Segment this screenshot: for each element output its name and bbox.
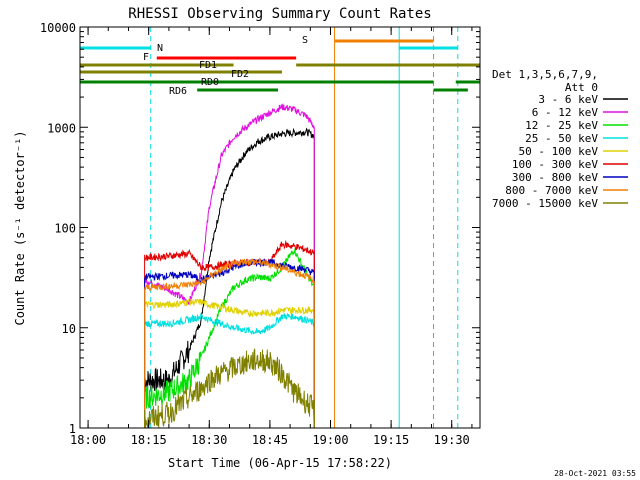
series-line-12-25keV — [144, 248, 315, 428]
legend-label-0: 3 - 6 keV — [538, 93, 598, 106]
y-axis: 1 10 100 1000 10000 — [40, 21, 480, 436]
x-axis-title: Start Time (06-Apr-15 17:58:22) — [168, 456, 392, 470]
legend-label-4: 50 - 100 keV — [519, 145, 599, 158]
legend-label-7: 800 - 7000 keV — [505, 184, 598, 197]
x-tick-label-2: 18:30 — [191, 433, 227, 447]
legend-label-3: 25 - 50 keV — [525, 132, 598, 145]
flag-label-rd0: RD0 — [201, 77, 219, 88]
series-line-800-7000keV — [144, 258, 315, 428]
x-axis: 18:00 18:15 18:30 18:45 19:00 19:15 19:30 — [70, 27, 473, 447]
x-tick-label-6: 19:30 — [434, 433, 470, 447]
legend-header-1: Att 0 — [565, 81, 598, 94]
legend-label-6: 300 - 800 keV — [512, 171, 598, 184]
footer-timestamp: 28-Oct-2021 03:55 — [554, 469, 636, 478]
y-tick-label-4: 10000 — [40, 21, 76, 35]
series-line-25-50keV — [144, 312, 315, 428]
plot-area: N S F FD1 FD2 RD0 RD6 — [79, 27, 480, 429]
legend-header-0: Det 1,3,5,6,7,9, — [492, 68, 598, 81]
x-tick-label-5: 19:15 — [373, 433, 409, 447]
series-line-300-800keV — [144, 258, 315, 428]
y-axis-title: Count Rate (s⁻¹ detector⁻¹) — [13, 130, 27, 325]
series-line-3-6keV — [144, 127, 315, 428]
x-tick-label-0: 18:00 — [70, 433, 106, 447]
x-tick-label-4: 19:00 — [312, 433, 348, 447]
x-tick-label-3: 18:45 — [252, 433, 288, 447]
flag-label-s: S — [302, 35, 308, 46]
flag-label-n: N — [157, 43, 163, 54]
x-tick-label-1: 18:15 — [131, 433, 167, 447]
legend-label-8: 7000 - 15000 keV — [492, 197, 598, 210]
chart-title: RHESSI Observing Summary Count Rates — [128, 6, 431, 22]
legend-label-1: 6 - 12 keV — [532, 106, 599, 119]
series-line-50-100keV — [144, 298, 315, 428]
series-line-6-12keV — [144, 103, 315, 428]
legend-label-2: 12 - 25 keV — [525, 119, 598, 132]
flag-label-f: F — [143, 52, 149, 63]
series-line-100-300keV — [144, 239, 315, 428]
legend-label-5: 100 - 300 keV — [512, 158, 598, 171]
y-tick-label-0: 1 — [69, 422, 76, 436]
series-line-7000-15000keV — [144, 348, 315, 429]
flag-label-fd2: FD2 — [231, 69, 249, 80]
y-tick-label-3: 1000 — [47, 121, 76, 135]
flag-label-fd1: FD1 — [199, 60, 217, 71]
y-tick-label-2: 100 — [54, 222, 76, 236]
y-tick-label-1: 10 — [62, 322, 76, 336]
flag-label-rd6: RD6 — [169, 86, 187, 97]
